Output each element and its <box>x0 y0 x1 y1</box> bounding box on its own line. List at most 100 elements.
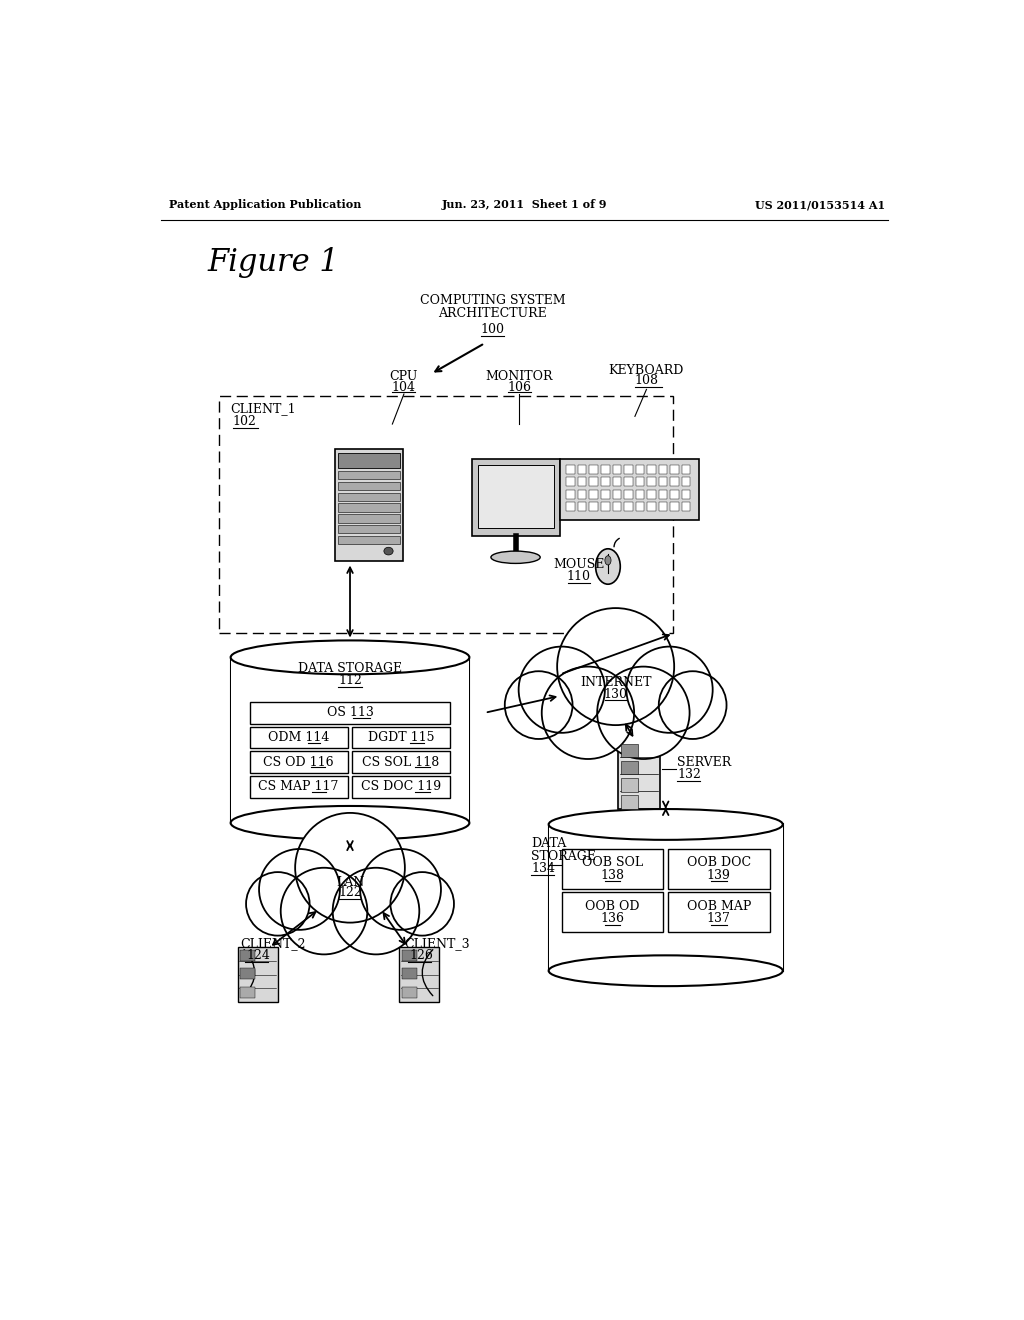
Text: OOB OD: OOB OD <box>586 899 640 912</box>
Bar <box>336 450 403 561</box>
Text: CLIENT_2: CLIENT_2 <box>241 937 306 950</box>
Bar <box>601 490 609 499</box>
Bar <box>240 950 255 961</box>
Text: CLIENT_3: CLIENT_3 <box>403 937 470 950</box>
Bar <box>339 482 400 490</box>
Bar <box>549 825 782 970</box>
Bar <box>658 502 668 511</box>
Bar <box>682 465 690 474</box>
Bar <box>562 892 664 932</box>
Ellipse shape <box>384 548 393 554</box>
Bar <box>590 502 598 511</box>
Text: LAN: LAN <box>336 875 365 888</box>
Bar <box>560 459 698 520</box>
Bar <box>250 776 348 797</box>
Bar <box>399 946 439 1002</box>
Bar <box>668 892 770 932</box>
Ellipse shape <box>596 549 621 585</box>
Ellipse shape <box>549 809 782 840</box>
Text: 126: 126 <box>410 949 433 962</box>
Bar <box>339 525 400 533</box>
Text: CS OD 116: CS OD 116 <box>263 755 334 768</box>
Circle shape <box>542 667 634 759</box>
Ellipse shape <box>230 807 469 840</box>
Circle shape <box>597 667 689 759</box>
Bar <box>671 490 679 499</box>
Bar <box>566 490 574 499</box>
Text: MOUSE: MOUSE <box>553 558 604 572</box>
Bar <box>621 743 638 758</box>
Bar <box>636 490 644 499</box>
Bar <box>472 459 560 536</box>
Bar <box>352 726 451 748</box>
Text: 130: 130 <box>604 688 628 701</box>
Bar <box>621 779 638 792</box>
Bar <box>647 502 655 511</box>
Bar <box>636 502 644 511</box>
Bar <box>578 502 587 511</box>
Bar <box>401 950 417 961</box>
Text: CPU: CPU <box>390 370 418 383</box>
Text: ODM 114: ODM 114 <box>267 731 329 744</box>
Text: CS SOL 118: CS SOL 118 <box>362 755 439 768</box>
Bar <box>658 490 668 499</box>
Text: CS DOC 119: CS DOC 119 <box>360 780 441 793</box>
Bar <box>682 490 690 499</box>
Bar <box>578 478 587 487</box>
Circle shape <box>295 813 404 923</box>
Bar <box>578 465 587 474</box>
Bar <box>339 515 400 523</box>
Text: 132: 132 <box>677 768 701 781</box>
Text: DATA: DATA <box>531 837 566 850</box>
Circle shape <box>333 867 419 954</box>
Bar <box>478 465 554 528</box>
Bar <box>636 465 644 474</box>
Bar <box>590 490 598 499</box>
Bar <box>612 478 621 487</box>
Bar <box>625 478 633 487</box>
Bar <box>250 751 348 774</box>
Bar <box>566 465 574 474</box>
Bar <box>401 969 417 979</box>
Text: KEYBOARD: KEYBOARD <box>609 363 684 376</box>
Circle shape <box>246 873 309 936</box>
Text: CLIENT_1: CLIENT_1 <box>230 403 296 416</box>
Bar <box>625 502 633 511</box>
Circle shape <box>390 873 454 936</box>
Circle shape <box>627 647 713 733</box>
Text: OOB MAP: OOB MAP <box>687 899 751 912</box>
Text: 108: 108 <box>635 375 658 388</box>
Bar <box>671 465 679 474</box>
Text: OOB DOC: OOB DOC <box>687 857 751 870</box>
Text: 138: 138 <box>601 869 625 882</box>
Bar <box>617 739 660 809</box>
Text: 106: 106 <box>508 380 531 393</box>
Text: 104: 104 <box>392 380 416 393</box>
Text: OOB SOL: OOB SOL <box>582 857 643 870</box>
Bar <box>647 490 655 499</box>
Bar <box>339 492 400 502</box>
Text: 137: 137 <box>707 912 731 925</box>
Text: Jun. 23, 2011  Sheet 1 of 9: Jun. 23, 2011 Sheet 1 of 9 <box>442 199 607 210</box>
Text: 110: 110 <box>566 570 591 583</box>
Text: STORAGE: STORAGE <box>531 850 596 862</box>
Bar <box>647 478 655 487</box>
Bar <box>566 478 574 487</box>
Bar <box>636 478 644 487</box>
Bar <box>352 751 451 774</box>
Bar <box>339 536 400 544</box>
Circle shape <box>281 867 368 954</box>
Bar <box>250 702 451 723</box>
Circle shape <box>259 849 340 929</box>
Circle shape <box>360 849 441 929</box>
Bar <box>612 465 621 474</box>
Text: SERVER: SERVER <box>677 756 731 770</box>
Bar <box>590 478 598 487</box>
Bar <box>240 987 255 998</box>
Bar <box>339 471 400 479</box>
Text: Figure 1: Figure 1 <box>208 247 339 277</box>
Bar <box>238 946 278 1002</box>
Text: 134: 134 <box>531 862 555 875</box>
Bar <box>352 776 451 797</box>
Text: DATA STORAGE: DATA STORAGE <box>298 661 402 675</box>
